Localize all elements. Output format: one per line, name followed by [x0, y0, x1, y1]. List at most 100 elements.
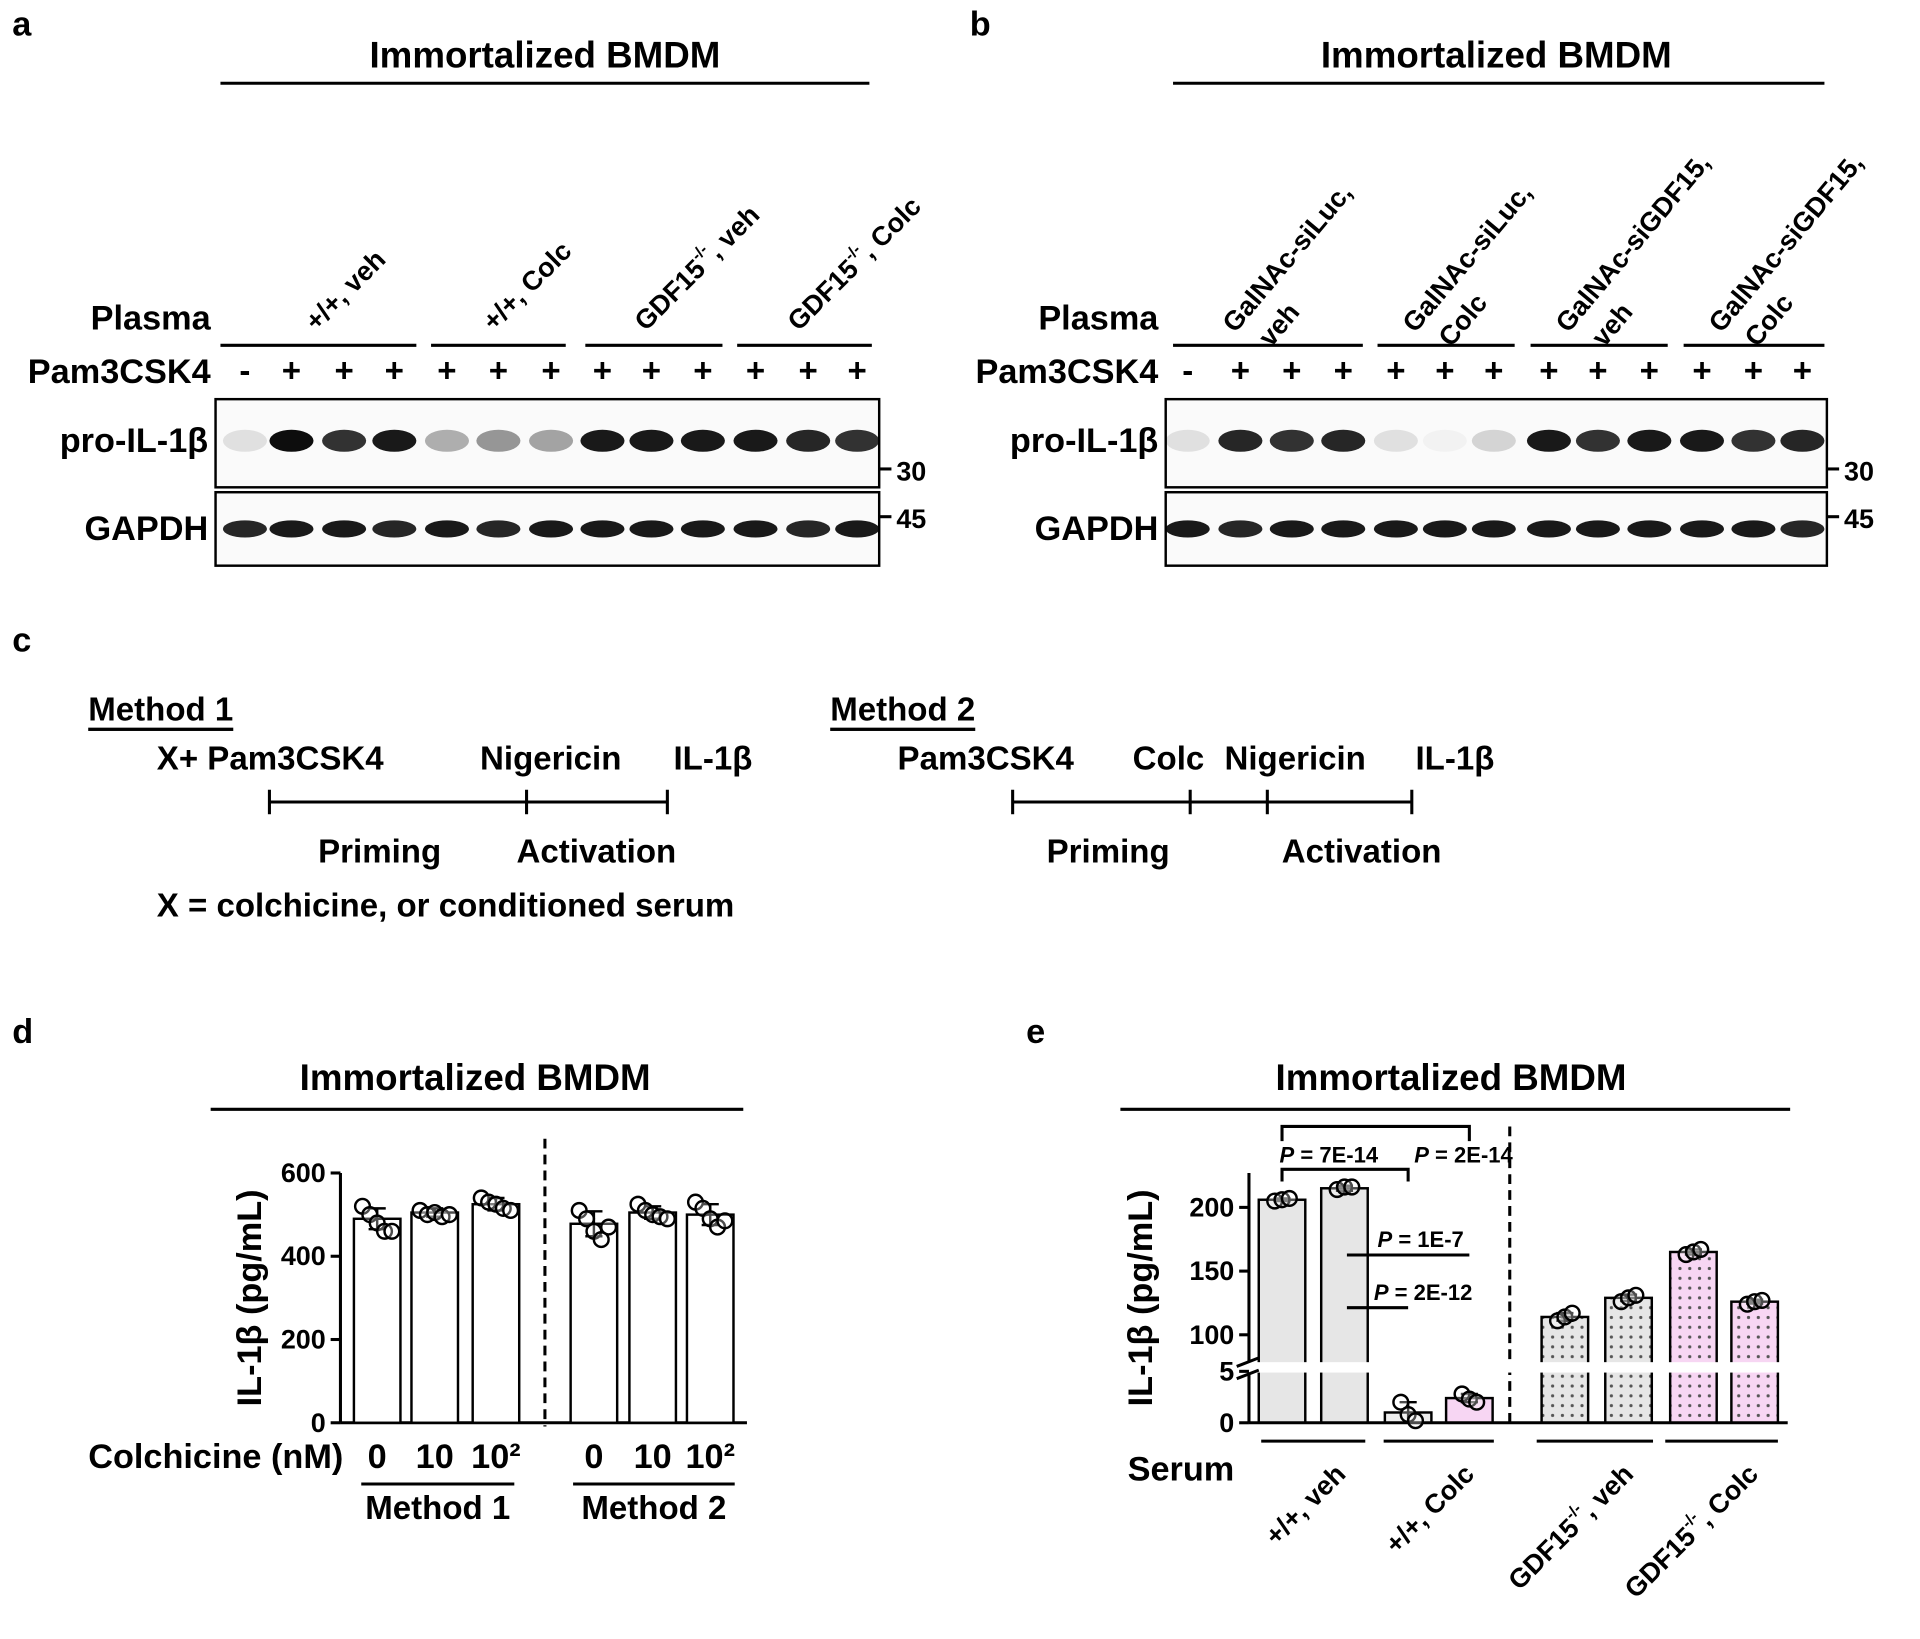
treatment-sign: +	[1539, 352, 1558, 389]
y-tick-label: 100	[1189, 1320, 1234, 1350]
x-tick-label: 10²	[471, 1438, 521, 1476]
band	[424, 429, 470, 452]
panel-title: Immortalized BMDM	[1321, 35, 1672, 76]
band	[1575, 429, 1620, 452]
group-label-run: , veh	[1575, 1459, 1640, 1524]
treatment-sign: +	[489, 352, 508, 389]
group-label: GalNAc-siLuc,Colc	[1397, 178, 1566, 362]
band	[322, 429, 367, 452]
size-marker: 30	[896, 456, 926, 486]
band	[269, 429, 314, 452]
row-label: GAPDH	[84, 510, 208, 548]
x-tick-label: 10²	[685, 1438, 735, 1476]
band	[1218, 520, 1263, 538]
treatment-sign: +	[593, 352, 612, 389]
treatment-sign: +	[799, 352, 818, 389]
band	[476, 520, 521, 538]
panel-letter: e	[1026, 1013, 1045, 1051]
data-point	[716, 1212, 734, 1230]
band	[580, 429, 625, 452]
band	[269, 520, 314, 538]
band	[529, 429, 574, 452]
treatment-sign: +	[334, 352, 353, 389]
group-label-run: GDF15	[629, 254, 712, 337]
data-point	[577, 1210, 596, 1228]
size-marker: 45	[896, 504, 926, 534]
bar	[471, 1202, 521, 1424]
data-point	[1280, 1189, 1298, 1208]
band	[529, 520, 574, 538]
group-label: GDF15-/-, veh	[626, 197, 765, 336]
panel-letter: d	[12, 1013, 33, 1051]
data-point	[1627, 1286, 1645, 1304]
data-point	[1753, 1291, 1771, 1309]
p-value: P = 1E-7	[1378, 1227, 1464, 1252]
band	[1423, 430, 1467, 452]
significance-bracket	[1280, 1124, 1471, 1142]
treatment-sign: -	[1182, 352, 1193, 389]
data-point	[658, 1210, 676, 1228]
row-label: pro-IL-1β	[1010, 422, 1158, 460]
treatment-sign: +	[437, 352, 456, 389]
data-point	[1343, 1178, 1361, 1196]
group-label: +/+, Colc	[1379, 1459, 1480, 1560]
band	[1731, 520, 1776, 538]
treatment-sign: +	[282, 352, 301, 389]
band	[1679, 520, 1725, 538]
group-label-run: +/+, Colc	[1379, 1459, 1480, 1560]
treatment-sign: +	[1692, 352, 1711, 389]
treatment-sign: +	[642, 352, 661, 389]
band	[680, 429, 725, 452]
axis-break	[1230, 1362, 1794, 1373]
group-label-run: GalNAc-siGDF15,	[1550, 148, 1716, 338]
band	[1526, 429, 1571, 452]
x-tick-label: 0	[584, 1438, 603, 1476]
panel-letter: a	[12, 5, 32, 43]
band	[1218, 429, 1263, 452]
y-axis-label: IL-1β (pg/mL)	[231, 1189, 269, 1406]
break-mark	[1236, 1368, 1260, 1381]
band	[1269, 429, 1314, 452]
data-point	[592, 1231, 610, 1249]
bar	[1319, 1187, 1369, 1424]
group-label-run: +/+, Colc	[477, 236, 578, 337]
data-point	[440, 1206, 458, 1224]
data-point	[502, 1201, 520, 1220]
size-marker: 30	[1844, 456, 1874, 486]
treatment-sign: +	[1282, 352, 1301, 389]
phase-label: Priming	[318, 834, 441, 871]
band	[372, 520, 417, 538]
method-title: Method 1	[88, 692, 233, 729]
group-label-run: , Colc	[854, 191, 927, 264]
p-text: = 7E-14	[1294, 1142, 1379, 1167]
group-label: GDF15-/-, veh	[1500, 1457, 1639, 1596]
band	[1269, 520, 1314, 538]
row-label: Plasma	[91, 299, 212, 337]
p-value: P = 2E-14	[1414, 1142, 1513, 1167]
band	[1422, 520, 1467, 538]
band	[1471, 429, 1516, 452]
panel-title: Immortalized BMDM	[300, 1057, 651, 1098]
bar	[410, 1211, 460, 1424]
p-text: = 1E-7	[1392, 1227, 1464, 1252]
y-tick-label: 5	[1219, 1356, 1234, 1386]
break-mark	[1236, 1356, 1260, 1368]
treatment-sign: +	[1231, 352, 1250, 389]
bar	[685, 1213, 735, 1424]
band	[1780, 429, 1825, 452]
p-symbol: P	[1414, 1142, 1429, 1167]
band	[1373, 520, 1418, 538]
p-text: = 2E-12	[1389, 1279, 1473, 1304]
band	[1627, 429, 1672, 452]
group-label: +/+, veh	[299, 244, 391, 336]
band	[1627, 520, 1672, 538]
data-point	[1392, 1393, 1410, 1411]
y-tick-label: 0	[1219, 1408, 1234, 1438]
bar	[352, 1217, 402, 1424]
row-label: Pam3CSK4	[976, 353, 1159, 391]
group-label: GalNAc-siGDF15,Colc	[1703, 148, 1897, 362]
treatment-sign: +	[1386, 352, 1405, 389]
phase-label: Activation	[1282, 834, 1442, 871]
group-label-run: +/+, veh	[299, 244, 391, 336]
